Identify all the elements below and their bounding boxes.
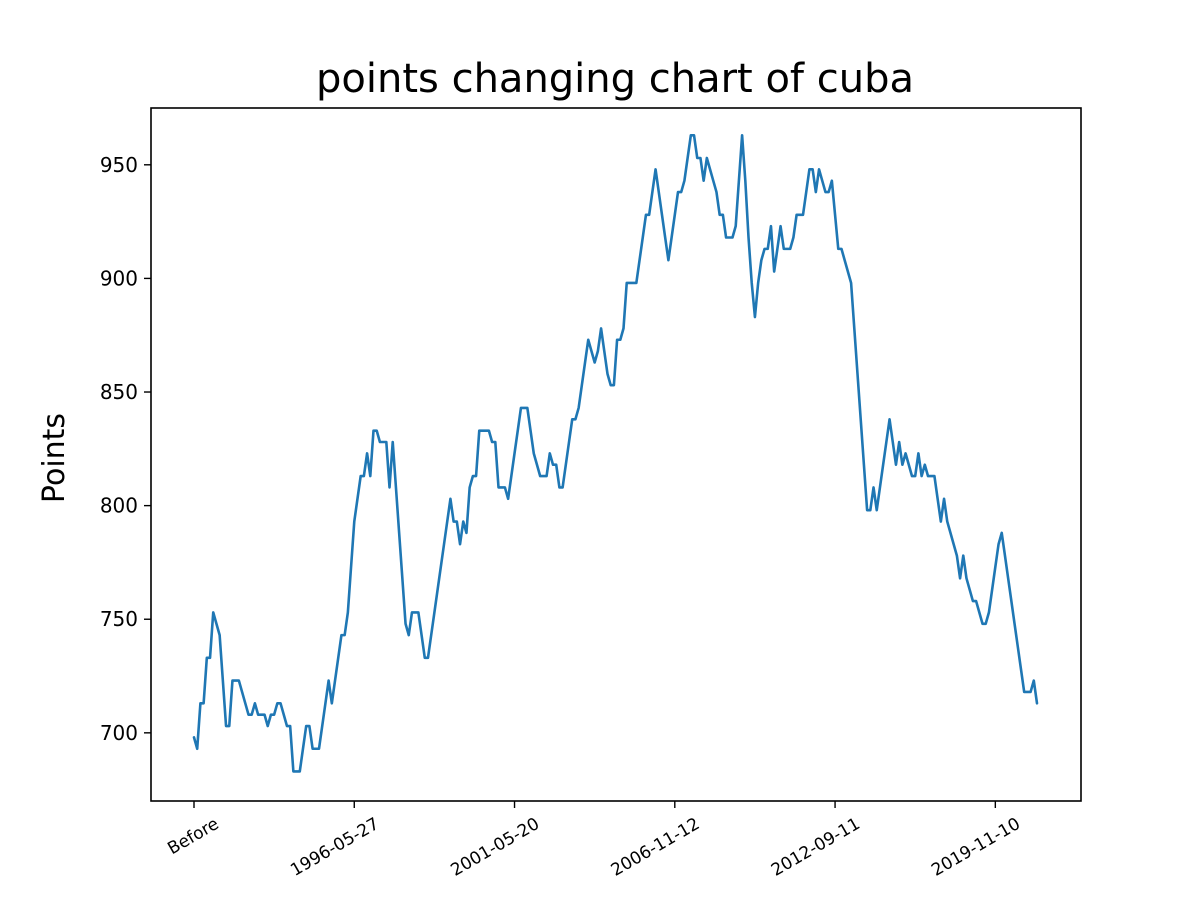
plot-area: [192, 133, 1039, 773]
y-tick-label: 800: [100, 494, 138, 518]
plot-frame: [150, 107, 1082, 802]
y-tick-label: 750: [100, 607, 138, 631]
x-tick-label: 2001-05-20: [447, 814, 543, 881]
y-tick-label: 900: [100, 266, 138, 290]
x-axis: Before 1996-05-27 2001-05-20 2006-11-12 2012…: [164, 801, 1024, 881]
y-tick-label: 850: [100, 380, 138, 404]
y-tick-label: 950: [100, 153, 138, 177]
y-axis-label: Points: [37, 413, 72, 503]
x-tick-label: 2012-09-11: [768, 814, 864, 881]
x-tick-label: 1996-05-27: [287, 814, 383, 881]
y-axis: 700 750 800 850 900 950: [100, 153, 151, 745]
x-tick-label: Before: [164, 814, 222, 859]
series-line: [192, 133, 1039, 773]
x-tick-label: 2006-11-12: [608, 814, 704, 881]
y-tick-label: 700: [100, 721, 138, 745]
x-tick-label: 2019-11-10: [928, 814, 1024, 881]
chart-title: points changing chart of cuba: [316, 56, 914, 102]
